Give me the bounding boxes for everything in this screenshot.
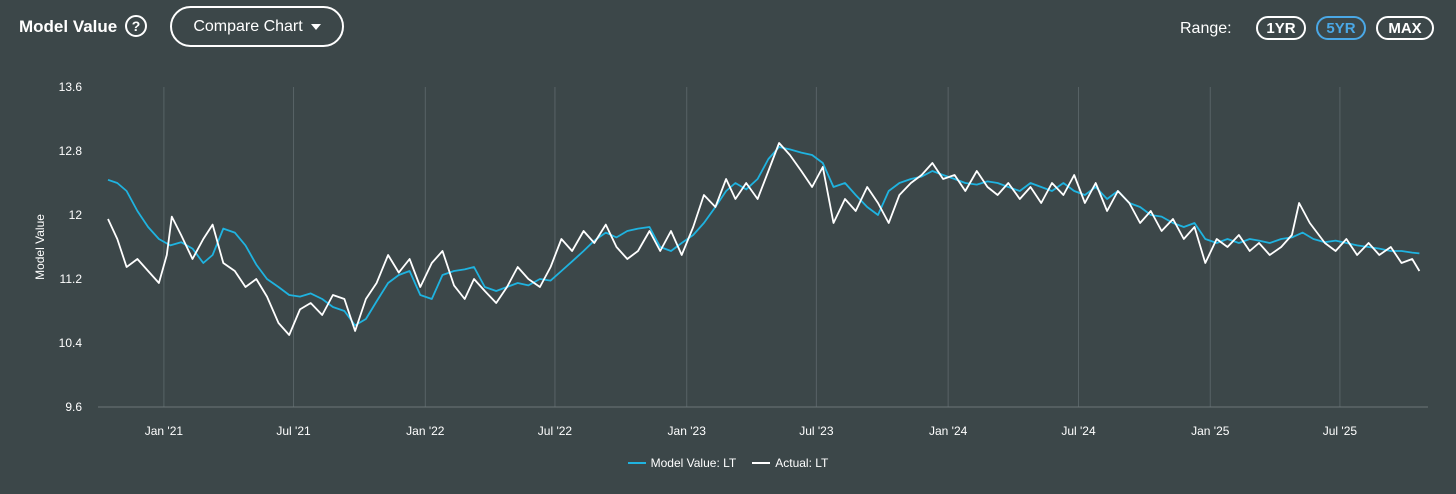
y-tick-label: 12 (69, 208, 83, 222)
x-tick-label: Jul '22 (538, 424, 573, 438)
compare-chart-button[interactable]: Compare Chart (170, 6, 344, 47)
compare-chart-label: Compare Chart (193, 17, 303, 35)
range-max-button[interactable]: MAX (1376, 16, 1434, 40)
chart-header: Model Value ? Compare Chart Range: 1YR 5… (0, 0, 1456, 60)
range-label: Range: (1180, 20, 1232, 37)
legend-swatch-model (627, 462, 646, 464)
y-tick-label: 12.8 (59, 144, 83, 158)
x-tick-label: Jul '24 (1061, 424, 1096, 438)
range-5yr-button[interactable]: 5YR (1316, 16, 1366, 40)
x-tick-label: Jan '22 (406, 424, 445, 438)
x-tick-label: Jul '23 (799, 424, 834, 438)
series-line-model-value (107, 146, 1420, 327)
chevron-down-icon (310, 23, 321, 30)
x-tick-label: Jan '23 (668, 424, 707, 438)
range-1yr-button[interactable]: 1YR (1256, 16, 1306, 40)
x-tick-label: Jan '25 (1191, 424, 1230, 438)
y-tick-label: 10.4 (59, 336, 83, 350)
y-tick-label: 11.2 (60, 272, 83, 286)
y-tick-label: 13.6 (59, 80, 83, 94)
x-tick-label: Jan '21 (145, 424, 184, 438)
x-tick-label: Jan '24 (929, 424, 968, 438)
x-tick-label: Jul '25 (1323, 424, 1358, 438)
legend-item-model[interactable]: Model Value: LT (627, 456, 737, 470)
series-line-actual (107, 142, 1421, 336)
legend-swatch-actual (752, 462, 771, 464)
line-chart: Jan '21 Jul '21 Jan '22 Jul '22 Jan '23 Jul '… (33, 80, 1428, 438)
chart-legend: Model Value: LT Actual: LT (0, 456, 1456, 470)
legend-label-actual: Actual: LT (775, 456, 829, 470)
help-icon[interactable]: ? (125, 15, 147, 37)
legend-item-actual[interactable]: Actual: LT (752, 456, 828, 470)
y-tick-label: 9.6 (65, 400, 82, 414)
chart-title: Model Value (19, 17, 118, 36)
x-tick-label: Jul '21 (276, 424, 311, 438)
legend-label-model: Model Value: LT (650, 456, 737, 470)
y-axis-label: Model Value (33, 214, 47, 280)
